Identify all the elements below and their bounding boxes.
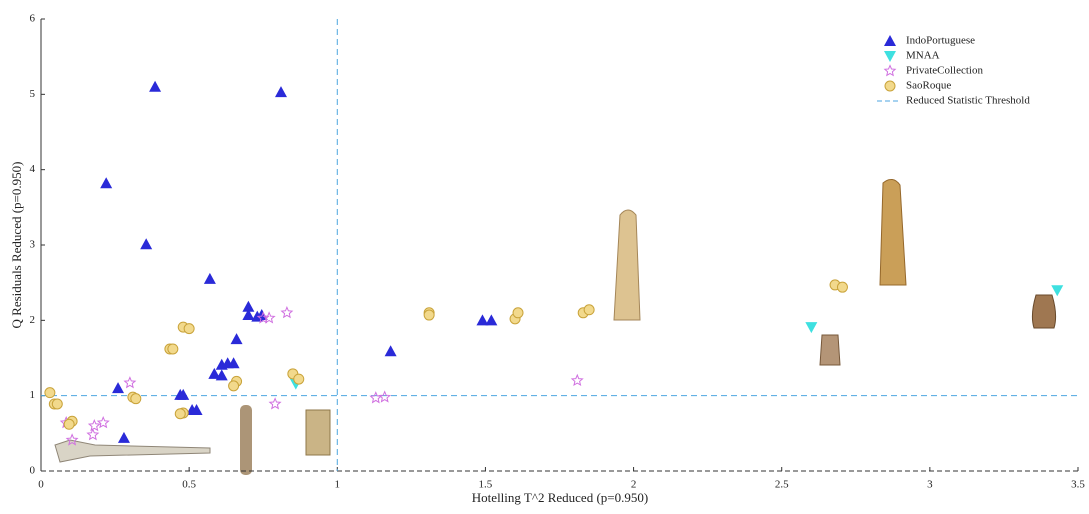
object-images xyxy=(55,179,1056,475)
legend-marker xyxy=(884,51,896,62)
x-axis-label: Hotelling T^2 Reduced (p=0.950) xyxy=(472,490,648,505)
marker xyxy=(264,313,275,323)
marker xyxy=(275,86,287,97)
marker xyxy=(204,273,216,284)
y-tick-label: 4 xyxy=(30,163,36,175)
x-tick-label: 1 xyxy=(335,479,341,491)
marker xyxy=(1051,285,1063,296)
marker xyxy=(149,81,161,92)
x-tick-label: 1.5 xyxy=(479,479,493,491)
marker xyxy=(100,177,112,188)
marker xyxy=(168,344,178,354)
legend-marker xyxy=(885,81,895,91)
y-tick-label: 6 xyxy=(30,13,36,25)
x-tick-label: 2 xyxy=(631,479,637,491)
legend-marker xyxy=(885,66,895,76)
marker xyxy=(140,238,152,249)
marker xyxy=(805,322,817,333)
marker xyxy=(52,399,62,409)
legend-label: IndoPortuguese xyxy=(906,35,975,47)
legend-marker xyxy=(884,35,896,46)
marker xyxy=(837,282,847,292)
y-tick-label: 0 xyxy=(30,465,36,477)
marker xyxy=(385,345,397,356)
marker xyxy=(270,399,281,409)
marker xyxy=(125,377,135,387)
marker xyxy=(98,417,109,427)
marker xyxy=(572,375,583,385)
legend-label: SaoRoque xyxy=(906,80,951,92)
legend-label: MNAA xyxy=(906,50,940,62)
x-tick-label: 2.5 xyxy=(775,479,789,491)
marker xyxy=(231,333,243,344)
legend-label: PrivateCollection xyxy=(906,65,983,77)
x-tick-label: 3.5 xyxy=(1071,479,1085,491)
y-axis-label: Q Residuals Reduced (p=0.950) xyxy=(9,162,24,329)
marker xyxy=(118,432,130,443)
legend-label: Reduced Statistic Threshold xyxy=(906,95,1030,107)
marker xyxy=(294,374,304,384)
chart: Hotelling T^2 Reduced (p=0.950) Q Residu… xyxy=(0,0,1089,509)
marker xyxy=(584,305,594,315)
marker xyxy=(485,314,497,325)
marker xyxy=(131,394,141,404)
marker xyxy=(64,419,74,429)
marker xyxy=(371,392,381,402)
marker xyxy=(175,409,185,419)
marker xyxy=(282,307,292,317)
y-tick-label: 5 xyxy=(30,88,36,100)
y-tick-label: 3 xyxy=(30,239,36,251)
marker xyxy=(380,392,390,402)
marker xyxy=(513,308,523,318)
x-tick-label: 3 xyxy=(927,479,933,491)
marker xyxy=(88,429,99,439)
y-tick-label: 2 xyxy=(30,314,36,326)
x-tick-label: 0 xyxy=(38,479,44,491)
marker xyxy=(112,382,124,393)
marker xyxy=(424,310,434,320)
marker xyxy=(45,388,55,398)
marker xyxy=(229,381,239,391)
marker xyxy=(89,420,100,430)
x-tick-label: 0.5 xyxy=(182,479,196,491)
marker xyxy=(184,324,194,334)
y-tick-label: 1 xyxy=(30,389,36,401)
